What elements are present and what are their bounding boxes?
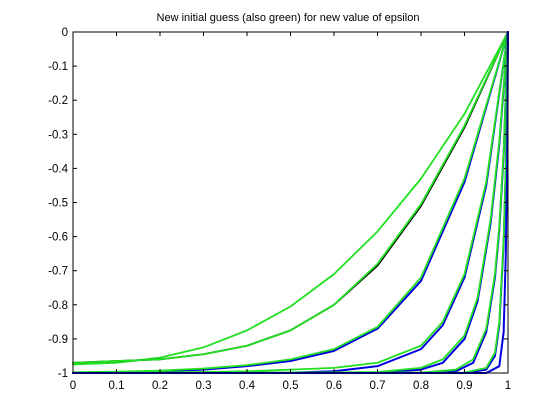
x-tick-label: 0.1 bbox=[109, 380, 125, 392]
x-tick-label: 0.6 bbox=[326, 380, 342, 392]
series-line-green-4 bbox=[72, 31, 509, 374]
x-tick-label: 0.4 bbox=[239, 380, 256, 392]
y-tick-label: -0.8 bbox=[48, 300, 68, 312]
series-line-green-12 bbox=[72, 31, 509, 374]
x-tick-label: 0.9 bbox=[457, 380, 473, 392]
y-tick-label: 0 bbox=[62, 27, 68, 39]
y-tick-label: -0.2 bbox=[48, 95, 68, 107]
x-tick-label: 0.5 bbox=[283, 380, 299, 392]
x-axis: 0 0.1 0.2 0.3 0.4 0.5 0.6 0.7 0.8 0.9 1 bbox=[70, 32, 511, 392]
y-tick-label: -0.9 bbox=[48, 334, 68, 346]
y-tick-label: -0.3 bbox=[48, 129, 68, 141]
x-tick-label: 0.7 bbox=[370, 380, 386, 392]
y-tick-label: -0.7 bbox=[48, 266, 68, 278]
x-tick-label: 0.3 bbox=[196, 380, 212, 392]
y-tick-label: -0.1 bbox=[48, 61, 68, 73]
y-tick-label: -0.4 bbox=[48, 163, 68, 175]
y-tick-label: -0.5 bbox=[48, 198, 68, 210]
y-axis: 0 -0.1 -0.2 -0.3 -0.4 -0.5 -0.6 -0.7 -0.8 -0.9 -1 bbox=[48, 27, 508, 380]
y-tick-label: -0.6 bbox=[48, 232, 68, 244]
series-line-green-10 bbox=[72, 31, 509, 374]
x-tick-label: 1 bbox=[505, 380, 511, 392]
chart-title: New initial guess (also green) for new v… bbox=[157, 12, 420, 24]
x-tick-label: 0.2 bbox=[152, 380, 168, 392]
y-tick-label: -1 bbox=[58, 368, 68, 380]
x-tick-label: 0 bbox=[70, 380, 76, 392]
x-tick-label: 0.8 bbox=[413, 380, 429, 392]
series-line-green-2 bbox=[72, 31, 509, 364]
